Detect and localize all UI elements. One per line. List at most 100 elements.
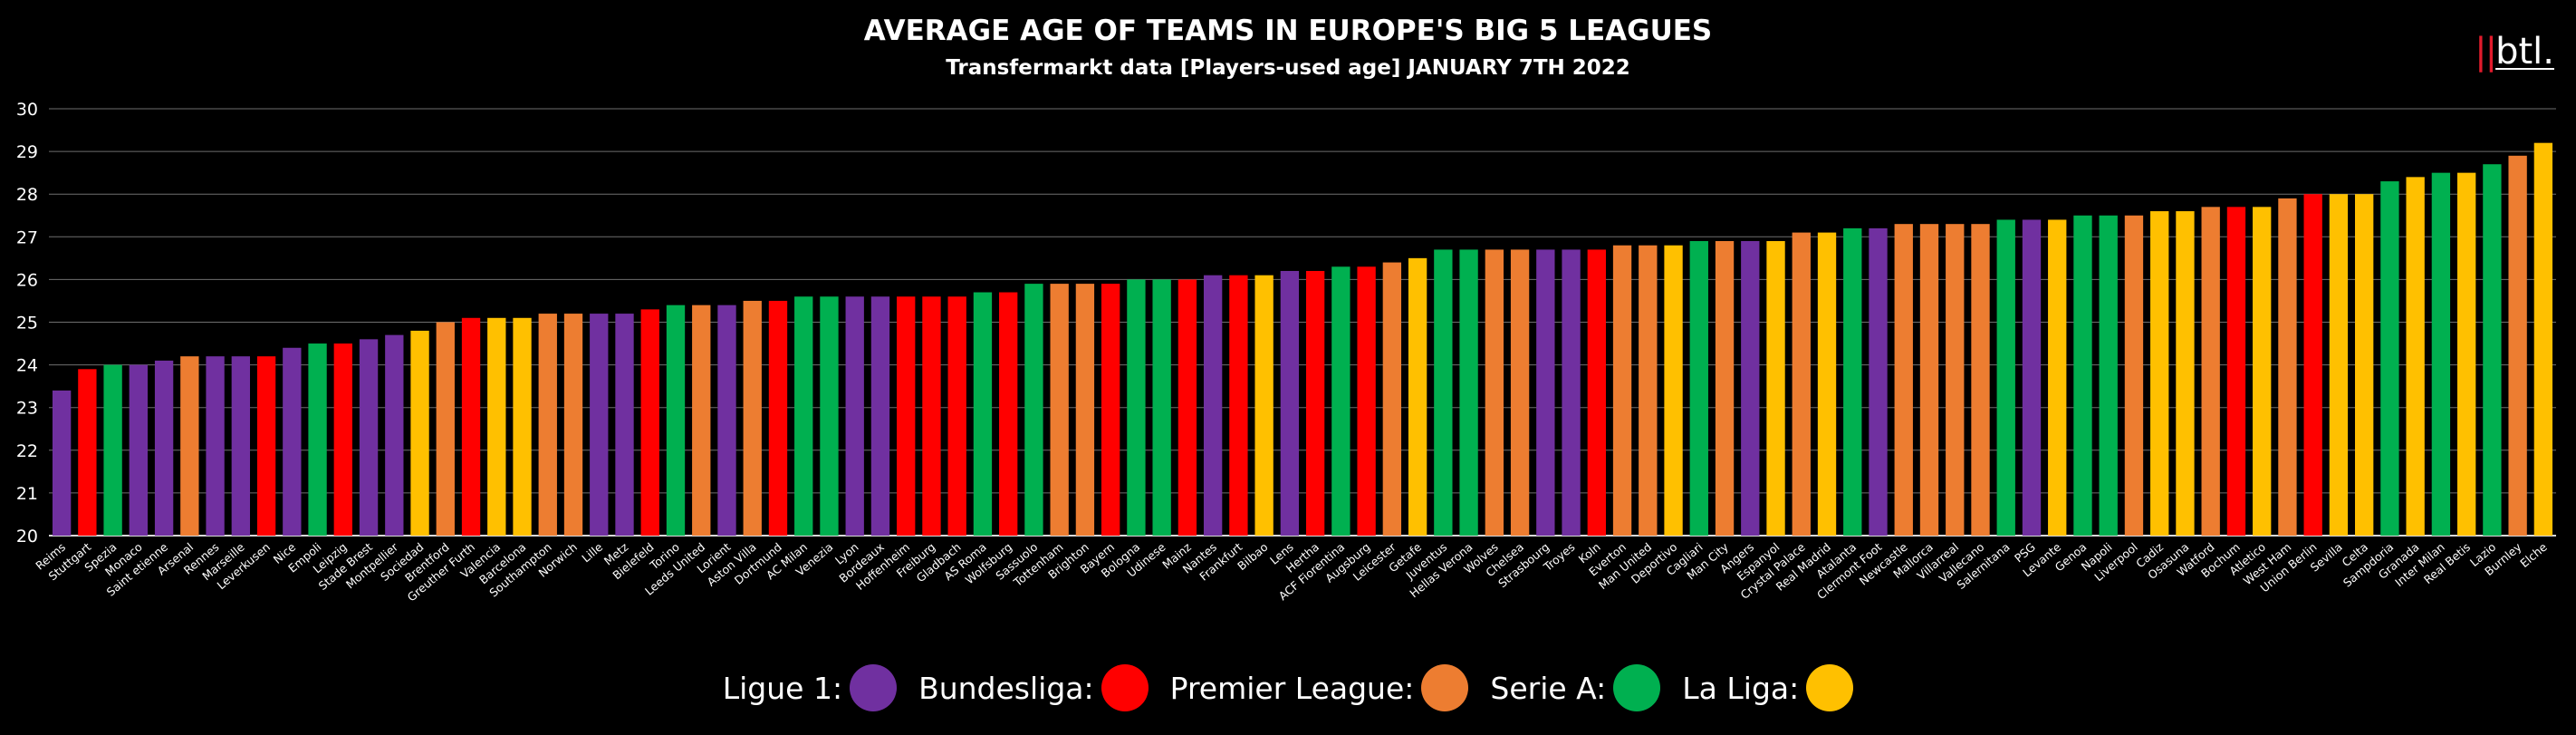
bar — [1562, 249, 1581, 536]
bar-chart: 2021222324252627282930ReimsStuttgartSpez… — [16, 100, 2556, 604]
bar — [973, 292, 993, 536]
bar — [1792, 232, 1811, 536]
bar — [717, 305, 736, 536]
bar — [103, 364, 122, 536]
bar — [256, 356, 276, 536]
bar — [615, 314, 634, 536]
legend-item: Premier League: — [1170, 664, 1469, 711]
bar — [1101, 284, 1120, 536]
bar — [1510, 249, 1530, 536]
legend-swatch — [1613, 664, 1661, 711]
bar — [359, 339, 379, 536]
bar — [820, 296, 839, 536]
bar — [1459, 249, 1478, 536]
bar — [1971, 224, 1990, 537]
bar — [538, 314, 557, 536]
legend-label: Premier League: — [1169, 670, 1415, 706]
bar — [513, 317, 532, 536]
bar — [2406, 177, 2425, 537]
bar — [1946, 224, 1965, 537]
bar — [1612, 245, 1632, 536]
legend-swatch — [1101, 664, 1149, 711]
bar — [1587, 249, 1606, 536]
bar — [1024, 284, 1043, 536]
y-tick-label: 29 — [16, 142, 38, 162]
bar — [1127, 279, 1146, 536]
y-tick-label: 25 — [16, 314, 38, 334]
y-tick-label: 24 — [16, 356, 38, 376]
bar — [2278, 198, 2297, 536]
legend-label: Ligue 1: — [722, 670, 843, 706]
bar — [743, 300, 762, 536]
bar — [794, 296, 813, 536]
bar — [231, 356, 251, 536]
bar — [563, 314, 583, 536]
bar — [2022, 219, 2042, 536]
legend-swatch — [1421, 664, 1469, 711]
bar — [1203, 275, 1223, 536]
bar — [2073, 215, 2092, 536]
bar — [947, 296, 966, 536]
y-tick-label: 30 — [16, 100, 38, 120]
bar — [1919, 224, 1939, 537]
bar — [1254, 275, 1274, 536]
bar — [1357, 266, 1376, 536]
bar — [2380, 181, 2399, 536]
bar — [283, 347, 302, 536]
legend-item: Serie A: — [1490, 664, 1661, 711]
legend-item: La Liga: — [1682, 664, 1854, 711]
bar — [1894, 224, 1913, 537]
bar — [1331, 266, 1350, 536]
bar — [870, 296, 890, 536]
y-tick-label: 21 — [16, 484, 38, 504]
bar — [1305, 270, 1325, 536]
bar — [640, 309, 659, 536]
y-tick-label: 28 — [16, 185, 38, 205]
y-tick-label: 20 — [16, 527, 38, 546]
bar — [308, 343, 327, 536]
bar — [1408, 257, 1427, 536]
chart-title: AVERAGE AGE OF TEAMS IN EUROPE'S BIG 5 L… — [863, 15, 1713, 47]
bar — [1766, 241, 1785, 536]
bar — [1280, 270, 1300, 536]
bar — [1434, 249, 1453, 536]
bar — [2099, 215, 2118, 536]
bar — [385, 334, 404, 536]
legend-item: Ligue 1: — [722, 664, 898, 711]
logo-text: btl. — [2495, 31, 2554, 73]
bar — [897, 296, 916, 536]
bar — [2048, 219, 2067, 536]
bar — [2354, 194, 2374, 536]
legend-item: Bundesliga: — [918, 664, 1149, 711]
bar — [333, 343, 352, 536]
bar — [1177, 279, 1197, 536]
legend-label: Serie A: — [1490, 670, 1607, 706]
bar — [2456, 172, 2476, 536]
bar — [78, 369, 97, 536]
bar — [1996, 219, 2015, 536]
chart-subtitle: Transfermarkt data [Players-used age] JA… — [946, 56, 1630, 80]
bar — [52, 390, 72, 536]
bar — [1536, 249, 1555, 536]
bar — [2329, 194, 2349, 536]
bar — [845, 296, 864, 536]
bar — [1382, 262, 1402, 536]
bar — [1715, 241, 1735, 536]
bar — [410, 330, 429, 536]
bar — [1229, 275, 1248, 536]
bar — [2483, 164, 2502, 537]
legend: Ligue 1: Bundesliga: Premier League: Serie … — [0, 664, 2576, 711]
y-tick-label: 22 — [16, 441, 38, 461]
bar — [1075, 284, 1095, 536]
legend-swatch — [1806, 664, 1854, 711]
bar — [1689, 241, 1708, 536]
bar — [1639, 245, 1658, 536]
bar — [1050, 284, 1069, 536]
y-tick-label: 27 — [16, 227, 38, 247]
bar — [2253, 207, 2272, 536]
bar — [922, 296, 941, 536]
bar — [180, 356, 199, 536]
bar — [2303, 194, 2322, 536]
y-tick-label: 26 — [16, 270, 38, 290]
bar — [590, 314, 609, 536]
